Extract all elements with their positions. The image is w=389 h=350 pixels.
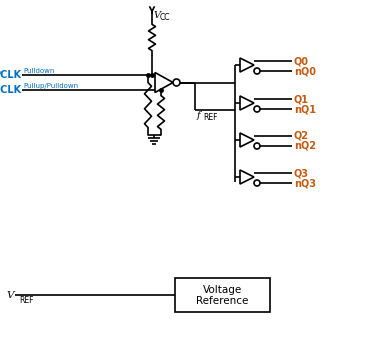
Text: Pulldown: Pulldown [23,68,54,74]
Text: nPCLK: nPCLK [0,85,21,95]
Text: nQ1: nQ1 [294,104,316,114]
Text: Voltage: Voltage [203,285,242,295]
Bar [175,278,270,312]
Text: Q1: Q1 [294,94,309,104]
Text: REF: REF [19,296,33,305]
Text: nQ2: nQ2 [294,141,316,151]
Text: Pullup/Pulldown: Pullup/Pulldown [23,83,78,89]
Text: PCLK: PCLK [0,70,21,80]
Text: f: f [197,111,201,120]
Text: V: V [154,11,161,20]
Text: Q2: Q2 [294,131,309,141]
Text: Reference: Reference [196,296,249,306]
Text: V: V [7,290,14,300]
Text: CC: CC [160,13,170,22]
Text: Q0: Q0 [294,56,309,66]
Text: Q3: Q3 [294,168,309,178]
Text: nQ3: nQ3 [294,178,316,188]
Text: REF: REF [203,113,217,122]
Text: nQ0: nQ0 [294,66,316,76]
